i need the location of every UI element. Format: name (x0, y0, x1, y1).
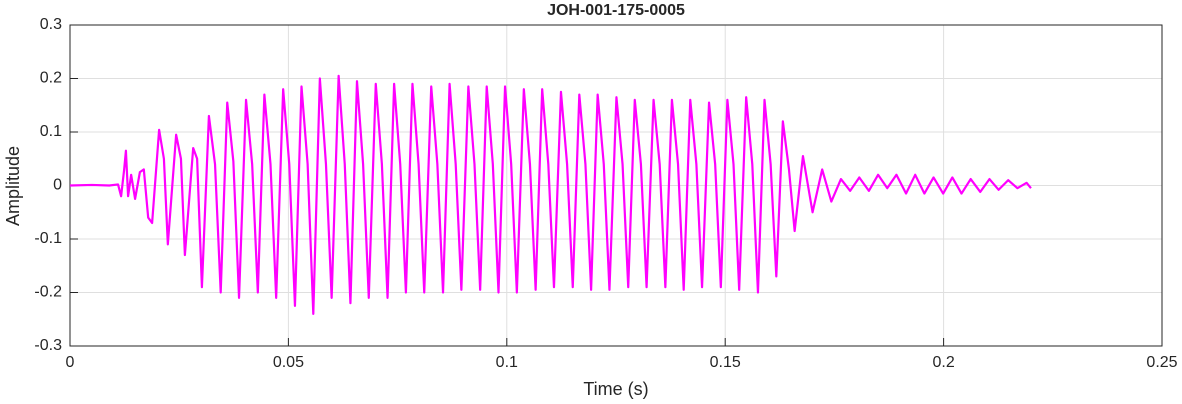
x-tick-label: 0.1 (496, 354, 518, 371)
chart-title: JOH-001-175-0005 (547, 2, 685, 19)
y-tick-label: -0.2 (34, 284, 62, 301)
x-axis-label: Time (s) (583, 379, 648, 399)
y-tick-label: -0.3 (34, 337, 62, 354)
y-tick-label: 0.2 (40, 70, 62, 87)
x-tick-label: 0 (66, 354, 75, 371)
x-tick-label: 0.2 (932, 354, 954, 371)
waveform-line (69, 74, 1032, 315)
y-tick-label: 0.3 (40, 16, 62, 33)
y-tick-label: 0.1 (40, 123, 62, 140)
y-tick-label: 0 (53, 177, 62, 194)
x-tick-label: 0.25 (1146, 354, 1177, 371)
x-tick-label: 0.05 (273, 354, 304, 371)
y-axis-label: Amplitude (3, 146, 23, 226)
y-tick-label: -0.1 (34, 230, 62, 247)
x-tick-label: 0.15 (710, 354, 741, 371)
